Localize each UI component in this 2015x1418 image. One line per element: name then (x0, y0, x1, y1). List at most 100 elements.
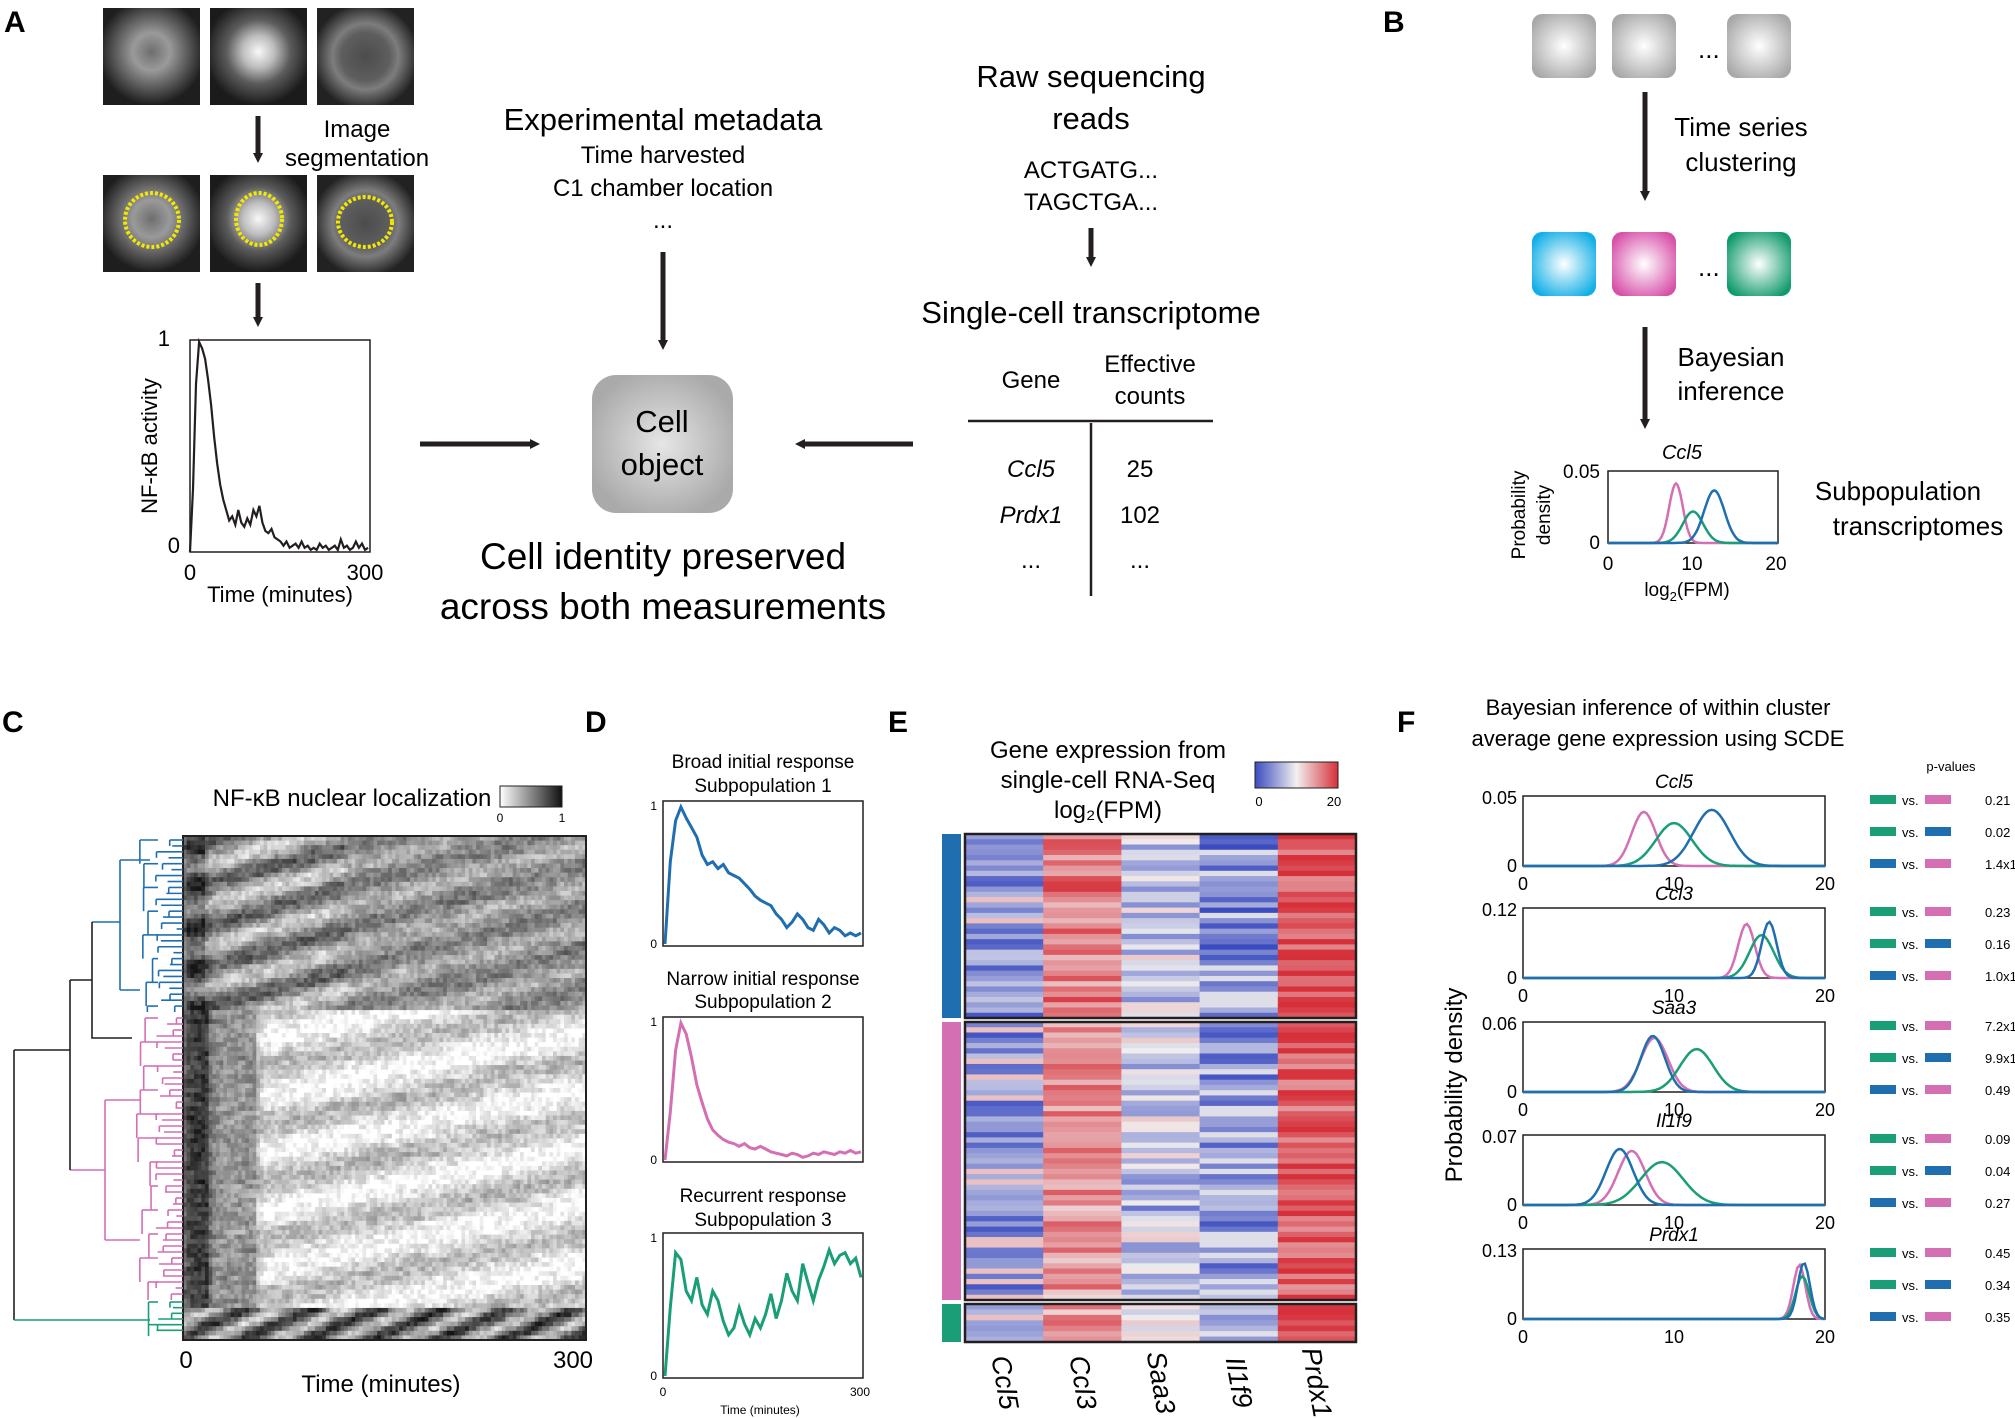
f-ytick-max: 0.13 (1482, 1241, 1517, 1261)
f-pval-value: 0.23 (1985, 905, 2010, 920)
density-curve (1523, 1274, 1826, 1321)
gray-ellipsis: ... (1698, 34, 1720, 64)
density-curve (1523, 1036, 1825, 1094)
f-pval-vs: vs. (1902, 1246, 1919, 1261)
e-heatmap (965, 834, 1356, 1342)
f-ytick-0: 0 (1507, 1195, 1517, 1215)
c-heatmap-frame (182, 835, 587, 1341)
f-pval-swatch (1870, 939, 1896, 948)
f-pval-value: 0.21 (1985, 793, 2010, 808)
f-pval-vs: vs. (1902, 793, 1919, 808)
f-pval-swatch (1925, 795, 1951, 804)
f-pval-swatch (1925, 1280, 1951, 1289)
f-pval-swatch (1925, 1248, 1951, 1257)
f-pval-swatch (1870, 1134, 1896, 1143)
f-pval-swatch (1870, 1280, 1896, 1289)
density-curve (1523, 922, 1825, 980)
table-count-2: 102 (1120, 502, 1160, 529)
panel-label-f: F (1397, 706, 1415, 739)
e-title-3: log₂(FPM) (1054, 797, 1162, 824)
trace-ylabel: NF-κB activity (137, 378, 162, 514)
segmented-image-2 (210, 175, 307, 272)
trace-ytick-1: 1 (158, 326, 170, 351)
f-pvalues-header: p-values (1926, 759, 1976, 774)
e-cluster-bar-blue (942, 834, 961, 1018)
sequence-1: ACTGATG... (1024, 157, 1158, 184)
f-ytick-0: 0 (1507, 968, 1517, 988)
e-block-frame-1 (963, 832, 1358, 1020)
d3-title-1: Recurrent response (680, 1186, 847, 1207)
f-pval-swatch (1870, 1166, 1896, 1175)
f-title-2: average gene expression using SCDE (1471, 726, 1844, 751)
f-xtick: 0 (1518, 986, 1528, 1006)
f-ytick-max: 0.12 (1482, 900, 1517, 920)
f-pval-swatch (1870, 1248, 1896, 1257)
c-colorbar-tick-0: 0 (497, 811, 504, 825)
panel-a: Image segmentation 1 0 0 300 Time (minut… (103, 8, 1261, 627)
f-pval-value: 9.9x1 (1985, 1051, 2015, 1066)
d-xlabel: Time (minutes) (720, 1403, 800, 1417)
d2-frame (662, 1016, 864, 1163)
f-pval-vs: vs. (1902, 1051, 1919, 1066)
e-gene-3: Saa3 (1141, 1349, 1181, 1416)
table-count-1: 25 (1127, 456, 1154, 483)
trace-ytick-0: 0 (168, 533, 180, 558)
density-curve (1523, 1034, 1825, 1094)
image-segmentation-label-1: Image (324, 116, 391, 143)
e-colorbar-tick-20: 20 (1327, 794, 1341, 809)
c-heatmap (183, 836, 586, 1340)
cell-object-label-2: object (621, 447, 704, 482)
panel-label-d: D (585, 706, 607, 739)
f-chart-title: Saa3 (1652, 998, 1697, 1019)
f-pval-vs: vs. (1902, 1278, 1919, 1293)
e-title-1: Gene expression from (990, 737, 1226, 764)
d1-trace (663, 803, 862, 945)
f-pval-value: 0.09 (1985, 1132, 2010, 1147)
clustering-label-2: clustering (1685, 147, 1796, 177)
f-pval-value: 0.16 (1985, 937, 2010, 952)
panel-c: NF-κB nuclear localization 0 1 0 300 Tim… (13, 785, 593, 1398)
e-colorbar (1254, 761, 1339, 789)
b-ylabel-1: Probability (1509, 470, 1530, 559)
trace-xtick-300: 300 (347, 560, 384, 585)
micro-image-2 (210, 8, 307, 105)
density-curve (1608, 489, 1778, 545)
table-header-counts-2: counts (1115, 383, 1186, 410)
f-pval-swatch (1925, 1198, 1951, 1207)
segmentation-outline-1 (123, 191, 181, 249)
f-pval-vs: vs. (1902, 857, 1919, 872)
f-xtick: 0 (1518, 1213, 1528, 1233)
f-ytick-max: 0.06 (1482, 1014, 1517, 1034)
d3-trace (663, 1245, 863, 1377)
b-ytick-0: 0 (1589, 533, 1600, 554)
f-pval-value: 0.34 (1985, 1278, 2010, 1293)
d2-ytick-1: 1 (650, 1015, 657, 1029)
f-xtick: 20 (1815, 1213, 1835, 1233)
cell-object-box (592, 375, 733, 513)
raw-reads-label-2: reads (1052, 101, 1130, 136)
f-pval-swatch (1925, 1166, 1951, 1175)
d3-frame (662, 1232, 864, 1379)
table-header-counts-1: Effective (1104, 351, 1196, 378)
panel-label-a: A (4, 6, 26, 39)
d3-title-2: Subpopulation 3 (694, 1210, 831, 1231)
f-chart-saa3: Saa3 0.06 00 10 20 vs. 7.2x1 vs. 9.9x1 vs. 0.49 (1482, 998, 2015, 1120)
e-cluster-bar-pink (942, 1022, 961, 1300)
d3-ytick-0: 0 (650, 1369, 657, 1383)
f-xtick: 20 (1815, 986, 1835, 1006)
d2-trace (663, 1018, 862, 1161)
f-pval-swatch (1925, 907, 1951, 916)
f-pval-swatch (1870, 827, 1896, 836)
f-ytick-0: 0 (1507, 1309, 1517, 1329)
b-xtick-10: 10 (1681, 554, 1702, 575)
f-chart-title: Il1f9 (1656, 1111, 1692, 1132)
f-pval-vs: vs. (1902, 825, 1919, 840)
f-xtick: 10 (1664, 1213, 1684, 1233)
clustering-label-1: Time series (1674, 112, 1807, 142)
table-gene-1: Ccl5 (1007, 456, 1056, 483)
panel-b: ... Time series clustering ... Bayesian … (1509, 14, 2003, 604)
panel-f: Bayesian inference of within cluster ave… (1441, 695, 2015, 1347)
f-pval-value: 0.27 (1985, 1196, 2010, 1211)
density-curve (1523, 1262, 1825, 1321)
